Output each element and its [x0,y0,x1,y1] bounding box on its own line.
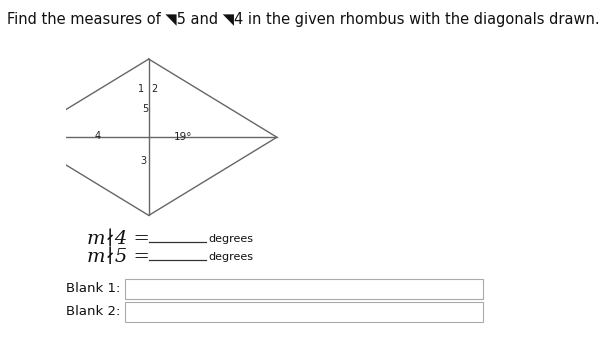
FancyBboxPatch shape [125,279,484,299]
Text: Find the measures of ◥5 and ◥4 in the given rhombus with the diagonals drawn.: Find the measures of ◥5 and ◥4 in the gi… [7,13,599,28]
Text: m∤5 =: m∤5 = [87,248,150,266]
Text: degrees: degrees [208,252,253,262]
Text: Blank 2:: Blank 2: [66,306,120,318]
Text: m∤4 =: m∤4 = [87,230,150,248]
Text: Blank 1:: Blank 1: [66,282,120,295]
Text: 5: 5 [142,104,148,114]
Text: 3: 3 [140,155,146,165]
Text: 4: 4 [95,131,101,140]
Text: 2: 2 [152,84,158,94]
FancyBboxPatch shape [125,302,484,322]
Text: 1: 1 [138,84,144,94]
Text: 19°: 19° [174,132,193,142]
Text: degrees: degrees [208,234,253,244]
